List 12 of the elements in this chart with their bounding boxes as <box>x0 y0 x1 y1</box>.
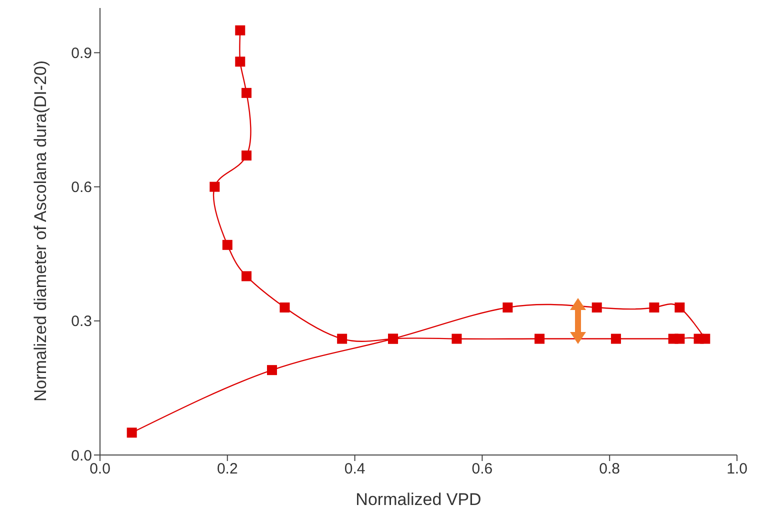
x-tick-label: 0.2 <box>216 460 238 478</box>
y-tick-label: 0.0 <box>71 447 92 464</box>
x-axis-title: Normalized VPD <box>356 490 482 509</box>
x-tick-label: 1.0 <box>726 460 748 478</box>
y-tick-label: 0.9 <box>71 45 92 62</box>
x-tick-label: 0.8 <box>599 460 620 478</box>
x-tick-label: 0.0 <box>90 460 110 478</box>
y-axis-title: Normalized diameter of Ascolana dura(DI-20) <box>31 60 50 402</box>
x-tick-label: 0.6 <box>472 460 493 478</box>
y-tick-label: 0.6 <box>71 179 92 196</box>
x-tick-label: 0.4 <box>344 460 366 478</box>
y-tick-label: 0.3 <box>71 313 92 330</box>
